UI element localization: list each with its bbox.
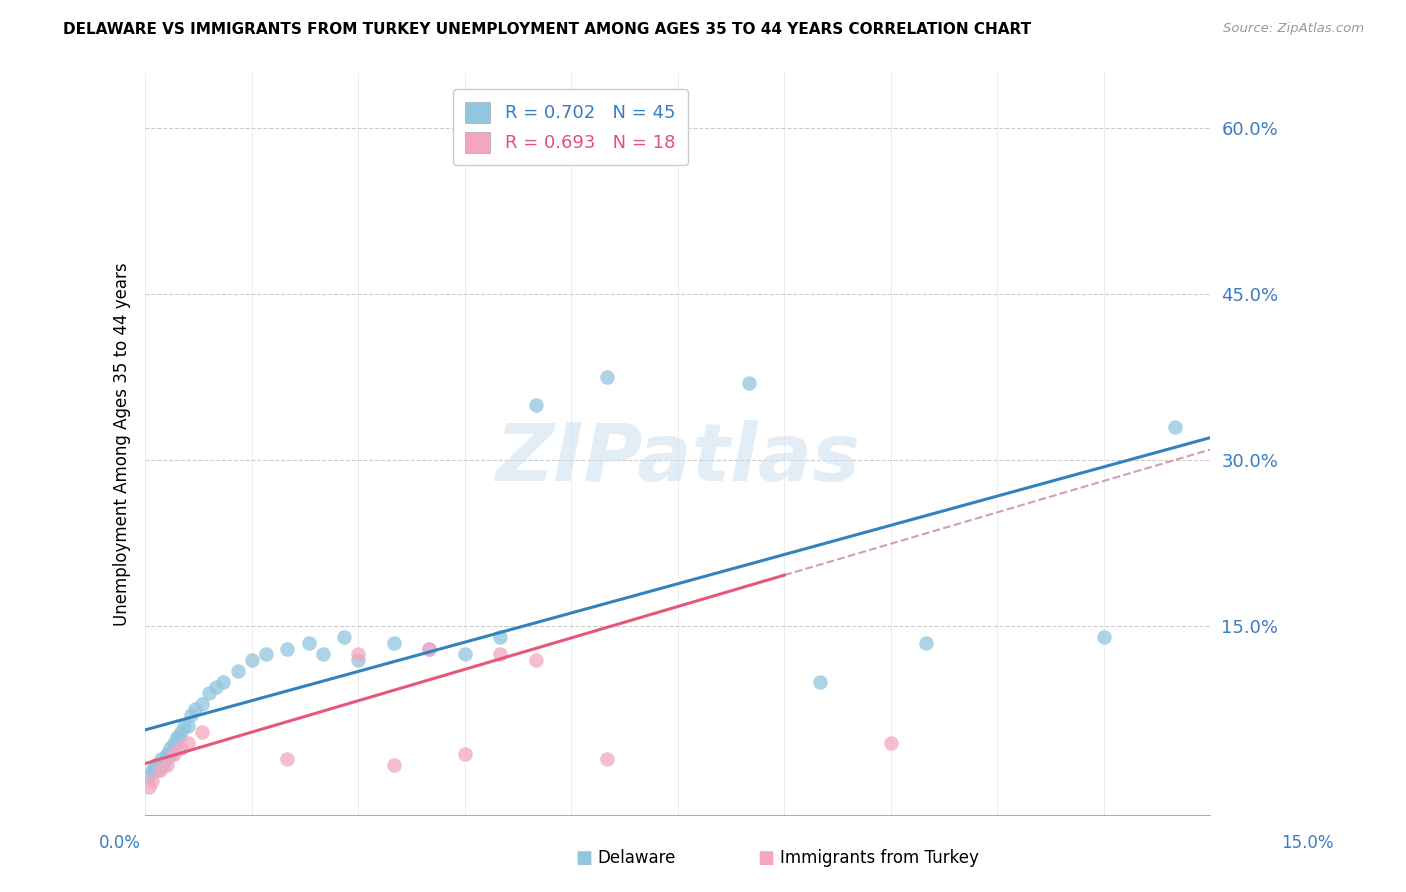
Point xyxy=(169,730,191,744)
Point xyxy=(297,636,319,650)
Point xyxy=(226,664,249,678)
Point xyxy=(191,724,214,739)
Point xyxy=(155,757,177,772)
Point xyxy=(180,708,202,723)
Point xyxy=(166,730,188,744)
Point xyxy=(148,764,170,778)
Point xyxy=(418,641,440,656)
Text: Immigrants from Turkey: Immigrants from Turkey xyxy=(780,849,979,867)
Point xyxy=(596,752,619,766)
Point xyxy=(165,741,187,756)
Point xyxy=(347,647,370,661)
Point xyxy=(145,757,167,772)
Point xyxy=(596,370,619,384)
Point xyxy=(138,780,160,794)
Point xyxy=(205,680,228,694)
Point xyxy=(382,757,405,772)
Point xyxy=(347,652,370,666)
Point xyxy=(142,764,165,778)
Point xyxy=(312,647,335,661)
Point xyxy=(880,736,903,750)
Point xyxy=(163,747,186,761)
Text: 0.0%: 0.0% xyxy=(98,834,141,852)
Point xyxy=(148,757,170,772)
Point xyxy=(489,647,512,661)
Point xyxy=(163,736,186,750)
Point xyxy=(254,647,277,661)
Point xyxy=(1092,631,1115,645)
Point xyxy=(152,757,174,772)
Text: Delaware: Delaware xyxy=(598,849,676,867)
Text: 15.0%: 15.0% xyxy=(1281,834,1334,852)
Point xyxy=(146,764,169,778)
Point xyxy=(177,719,200,733)
Point xyxy=(454,747,477,761)
Point xyxy=(141,764,163,778)
Point xyxy=(418,641,440,656)
Text: ■: ■ xyxy=(758,849,775,867)
Point xyxy=(184,702,207,716)
Point xyxy=(489,631,512,645)
Text: DELAWARE VS IMMIGRANTS FROM TURKEY UNEMPLOYMENT AMONG AGES 35 TO 44 YEARS CORREL: DELAWARE VS IMMIGRANTS FROM TURKEY UNEMP… xyxy=(63,22,1032,37)
Text: ■: ■ xyxy=(575,849,592,867)
Point xyxy=(153,752,176,766)
Point xyxy=(915,636,938,650)
Point xyxy=(141,774,163,789)
Point xyxy=(138,769,160,783)
Text: ZIPatlas: ZIPatlas xyxy=(495,419,860,498)
Point xyxy=(454,647,477,661)
Point xyxy=(170,741,193,756)
Point xyxy=(808,674,831,689)
Point xyxy=(524,398,547,412)
Point xyxy=(159,741,181,756)
Point xyxy=(149,752,172,766)
Point xyxy=(177,736,200,750)
Point xyxy=(155,747,177,761)
Point xyxy=(191,697,214,711)
Point xyxy=(173,719,195,733)
Y-axis label: Unemployment Among Ages 35 to 44 years: Unemployment Among Ages 35 to 44 years xyxy=(114,262,131,625)
Legend: R = 0.702   N = 45, R = 0.693   N = 18: R = 0.702 N = 45, R = 0.693 N = 18 xyxy=(453,89,688,165)
Point xyxy=(333,631,356,645)
Text: Source: ZipAtlas.com: Source: ZipAtlas.com xyxy=(1223,22,1364,36)
Point xyxy=(157,747,180,761)
Point xyxy=(240,652,263,666)
Point xyxy=(212,674,235,689)
Point xyxy=(162,747,184,761)
Point xyxy=(524,652,547,666)
Point xyxy=(1164,420,1187,434)
Point xyxy=(276,752,298,766)
Point xyxy=(170,724,193,739)
Point xyxy=(198,686,221,700)
Point xyxy=(276,641,298,656)
Point xyxy=(631,121,654,136)
Point xyxy=(382,636,405,650)
Point xyxy=(738,376,761,390)
